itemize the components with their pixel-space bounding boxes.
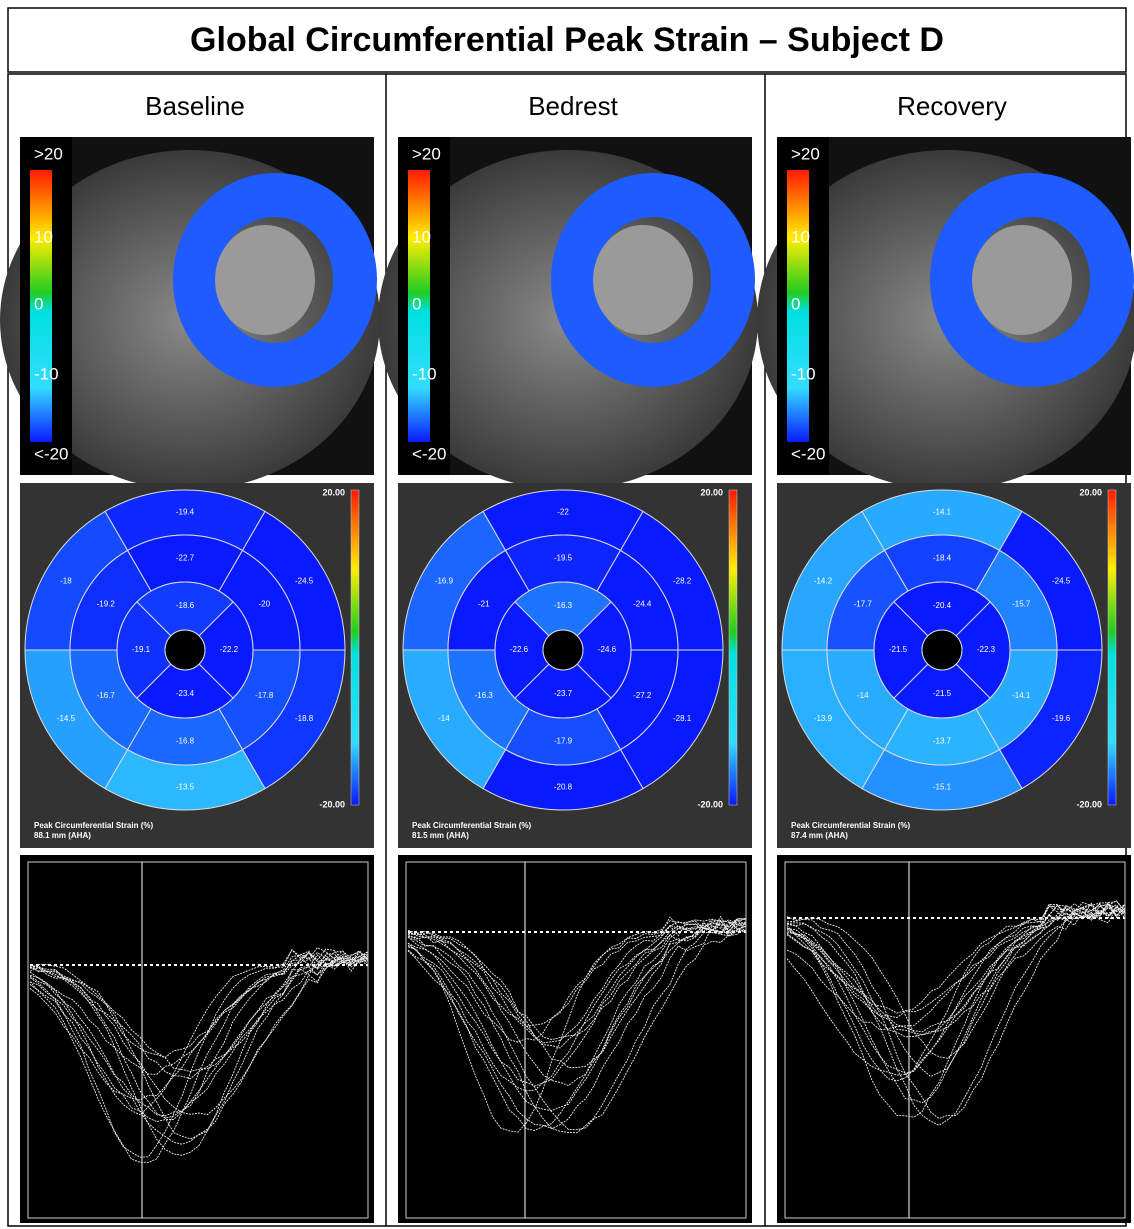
segment-label: -27.2	[633, 691, 652, 700]
segment-label: -19.6	[1052, 714, 1071, 723]
scale-label: -20.00	[319, 799, 345, 809]
colorbar-label: 10	[791, 227, 810, 246]
segment-label: -24.5	[1052, 576, 1071, 585]
segment-label: -23.4	[176, 689, 195, 698]
segment-label: -20	[258, 599, 270, 608]
segment-label: -15.7	[1012, 599, 1031, 608]
segment-label: -19.5	[554, 554, 573, 563]
segment-label: -14.5	[57, 714, 76, 723]
colorbar-label: <-20	[34, 444, 69, 463]
segment-label: -18.4	[933, 554, 952, 563]
curves-panel	[398, 855, 752, 1223]
segment-label: -22.7	[176, 554, 195, 563]
colorbar-label: 10	[34, 227, 53, 246]
caption: Peak Circumferential Strain (%)	[412, 821, 531, 830]
segment-label: -18.6	[176, 601, 195, 610]
colorbar-label: >20	[34, 144, 63, 163]
segment-label: -13.5	[176, 783, 195, 792]
segment-label: -16.7	[97, 691, 116, 700]
column-label: Recovery	[897, 91, 1007, 121]
colorbar-label: -10	[412, 364, 437, 383]
segment-label: -24.5	[295, 576, 314, 585]
blood-pool	[972, 225, 1072, 335]
segment-label: -14	[438, 714, 450, 723]
segment-label: -19.1	[132, 645, 151, 654]
bullseye-hole	[165, 630, 205, 670]
caption: Peak Circumferential Strain (%)	[34, 821, 153, 830]
scale-label: -20.00	[1076, 799, 1102, 809]
segment-label: -18.8	[295, 714, 314, 723]
segment-label: -23.7	[554, 689, 573, 698]
colorbar-label: <-20	[412, 444, 447, 463]
bullseye-colorbar	[729, 490, 737, 805]
segment-label: -22	[557, 508, 569, 517]
subcaption: 81.5 mm (AHA)	[412, 831, 469, 840]
segment-label: -16.3	[554, 601, 573, 610]
segment-label: -21.5	[933, 689, 952, 698]
bullseye-hole	[922, 630, 962, 670]
segment-label: -17.9	[554, 737, 573, 746]
segment-label: -14.2	[814, 576, 833, 585]
segment-label: -22.6	[510, 645, 529, 654]
segment-label: -28.1	[673, 714, 692, 723]
column-label: Bedrest	[528, 91, 618, 121]
page: Global Circumferential Peak Strain – Sub…	[0, 0, 1134, 1229]
segment-label: -24.6	[598, 645, 617, 654]
blood-pool	[215, 225, 315, 335]
colorbar-label: <-20	[791, 444, 826, 463]
segment-label: -19.4	[176, 508, 195, 517]
blood-pool	[593, 225, 693, 335]
segment-label: -16.9	[435, 576, 454, 585]
segment-label: -13.9	[814, 714, 833, 723]
figure: Global Circumferential Peak Strain – Sub…	[0, 0, 1134, 1229]
segment-label: -21.5	[889, 645, 908, 654]
caption: Peak Circumferential Strain (%)	[791, 821, 910, 830]
segment-label: -19.2	[97, 599, 116, 608]
colorbar-label: 0	[791, 294, 800, 313]
segment-label: -17.8	[255, 691, 274, 700]
scale-label: 20.00	[322, 487, 345, 497]
segment-label: -16.8	[176, 737, 195, 746]
segment-label: -16.3	[475, 691, 494, 700]
colorbar-label: >20	[791, 144, 820, 163]
segment-label: -20.8	[554, 783, 573, 792]
bullseye-hole	[543, 630, 583, 670]
segment-label: -18	[60, 576, 72, 585]
colorbar-label: 0	[412, 294, 421, 313]
column-label: Baseline	[145, 91, 245, 121]
segment-label: -13.7	[933, 737, 952, 746]
colorbar-label: -10	[791, 364, 816, 383]
curves-panel	[20, 855, 374, 1223]
bullseye-colorbar	[351, 490, 359, 805]
scale-label: 20.00	[1079, 487, 1102, 497]
colorbar-label: -10	[34, 364, 59, 383]
segment-label: -14.1	[1012, 691, 1031, 700]
segment-label: -14	[857, 691, 869, 700]
colorbar-label: 0	[34, 294, 43, 313]
colorbar-label: >20	[412, 144, 441, 163]
segment-label: -17.7	[854, 599, 873, 608]
subcaption: 87.4 mm (AHA)	[791, 831, 848, 840]
colorbar-label: 10	[412, 227, 431, 246]
segment-label: -15.1	[933, 783, 952, 792]
segment-label: -24.4	[633, 599, 652, 608]
scale-label: -20.00	[697, 799, 723, 809]
title: Global Circumferential Peak Strain – Sub…	[190, 21, 944, 59]
segment-label: -21	[478, 599, 490, 608]
segment-label: -20.4	[933, 601, 952, 610]
segment-label: -28.2	[673, 576, 692, 585]
segment-label: -22.3	[977, 645, 996, 654]
bullseye-colorbar	[1108, 490, 1116, 805]
segment-label: -14.1	[933, 508, 952, 517]
scale-label: 20.00	[700, 487, 723, 497]
segment-label: -22.2	[220, 645, 239, 654]
subcaption: 88.1 mm (AHA)	[34, 831, 91, 840]
